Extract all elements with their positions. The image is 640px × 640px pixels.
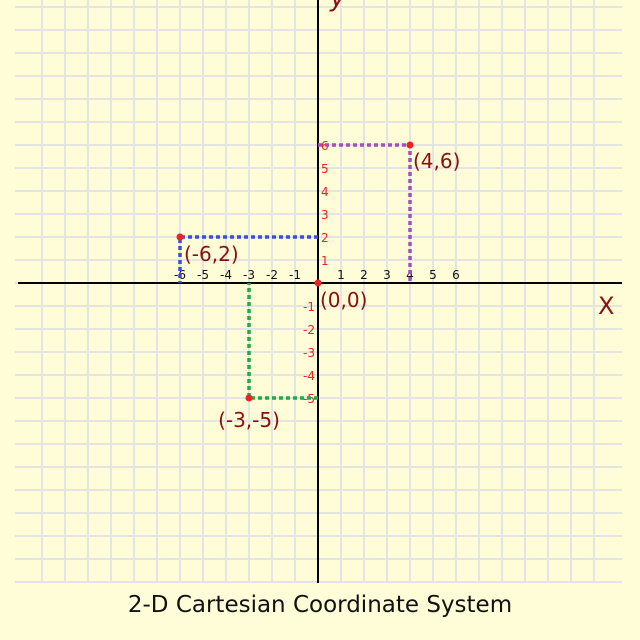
- x-tick-label: 1: [337, 268, 345, 282]
- y-tick-label: 6: [321, 139, 329, 153]
- x-tick-label: 5: [429, 268, 437, 282]
- x-tick-label: -3: [243, 268, 255, 282]
- point-label: (0,0): [320, 288, 367, 312]
- x-tick-label: 3: [383, 268, 391, 282]
- x-tick-label: -2: [266, 268, 278, 282]
- y-tick-label: 3: [321, 208, 329, 222]
- y-tick-label: -4: [303, 369, 315, 383]
- y-tick-label: 4: [321, 185, 329, 199]
- point-marker: [245, 394, 253, 402]
- y-tick-label: 5: [321, 162, 329, 176]
- point-marker: [406, 141, 414, 149]
- projection-line: [247, 283, 318, 400]
- y-tick-label: 2: [321, 231, 329, 245]
- y-tick-label: -1: [303, 300, 315, 314]
- diagram-title: 2-D Cartesian Coordinate System: [127, 592, 513, 618]
- x-tick-label: 2: [360, 268, 368, 282]
- x-tick-label: -4: [220, 268, 232, 282]
- point-marker: [176, 233, 184, 241]
- x-tick-label: -1: [289, 268, 301, 282]
- y-axis-label: y: [329, 0, 346, 13]
- point-marker: [314, 279, 322, 287]
- point-label: (-3,-5): [218, 408, 280, 432]
- point-label: (4,6): [413, 149, 460, 173]
- x-tick-label: 6: [452, 268, 460, 282]
- x-axis-label: X: [598, 292, 614, 320]
- y-tick-label: -2: [303, 323, 315, 337]
- y-tick-label: -3: [303, 346, 315, 360]
- point-label: (-6,2): [184, 242, 239, 266]
- x-tick-label: -5: [197, 268, 209, 282]
- projection-line: [178, 235, 318, 283]
- y-tick-label: 1: [321, 254, 329, 268]
- x-tick-label: 4: [406, 268, 414, 282]
